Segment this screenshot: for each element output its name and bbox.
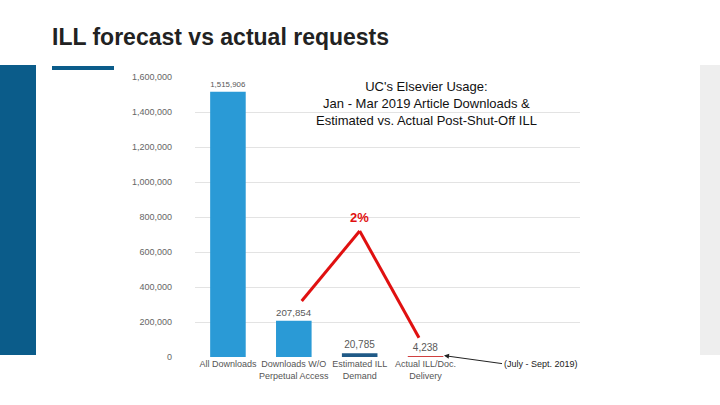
svg-text:1,515,906: 1,515,906 [210,80,246,89]
svg-text:800,000: 800,000 [139,212,172,222]
svg-text:1,200,000: 1,200,000 [132,142,172,152]
svg-text:200,000: 200,000 [139,317,172,327]
svg-text:2%: 2% [350,210,369,225]
svg-text:4,238: 4,238 [413,342,438,353]
svg-text:Actual ILL/Doc.Delivery: Actual ILL/Doc.Delivery [395,359,456,381]
svg-text:207,854: 207,854 [276,307,312,318]
svg-text:Estimated ILLDemand: Estimated ILLDemand [332,359,387,381]
svg-text:Downloads W/OPerpetual Access: Downloads W/OPerpetual Access [259,359,329,381]
svg-text:20,785: 20,785 [344,339,375,350]
svg-text:600,000: 600,000 [139,247,172,257]
svg-text:UC's Elsevier Usage:Jan - Mar: UC's Elsevier Usage:Jan - Mar 2019 Artic… [316,79,537,128]
svg-text:All Downloads: All Downloads [199,359,257,369]
svg-text:1,400,000: 1,400,000 [132,107,172,117]
html-text:ILL forecast vs actual request: ILL forecast vs actual requests [52,24,390,50]
svg-text:(July - Sept. 2019): (July - Sept. 2019) [504,359,578,369]
svg-text:1,600,000: 1,600,000 [132,72,172,82]
svg-text:400,000: 400,000 [139,282,172,292]
svg-text:1,000,000: 1,000,000 [132,177,172,187]
svg-text:0: 0 [167,352,172,362]
